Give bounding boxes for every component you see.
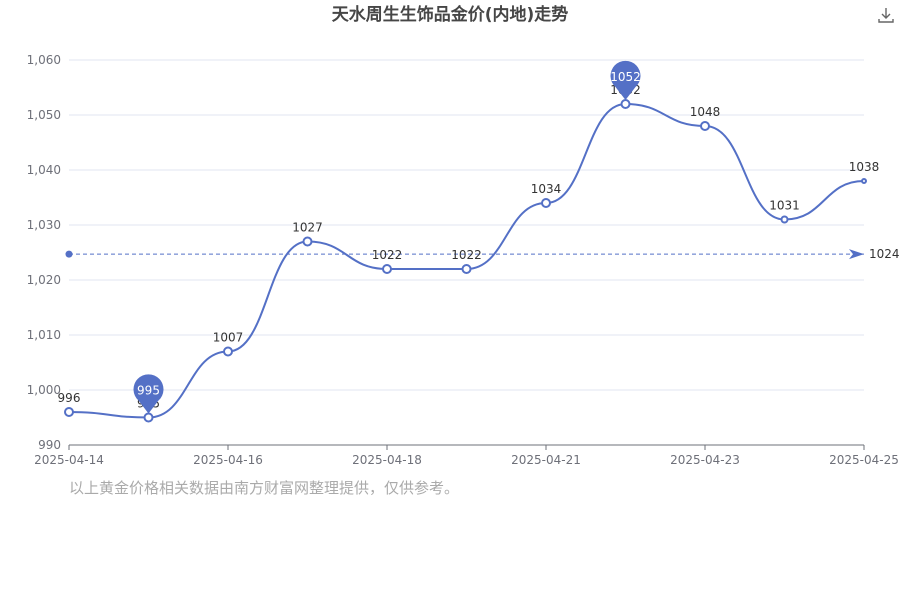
y-tick-label: 1,040 [27,163,61,177]
axes: 990 1,000 1,010 1,020 1,030 1,040 1,050 1,060 20… [27,53,899,467]
footnote: 以上黄金价格相关数据由南方财富网整理提供，仅供参考。 [69,479,459,497]
x-tick-label: 2025-04-18 [352,453,422,467]
y-tick-label: 990 [38,438,61,452]
data-label: 1038 [849,160,880,174]
average-label: 1024 [869,247,900,261]
average-line: 1024 [65,247,900,261]
data-point [541,198,551,208]
data-label: 1022 [372,248,403,262]
data-label: 1022 [451,248,482,262]
data-point [620,99,631,109]
data-point [861,178,867,184]
price-series [64,99,867,423]
download-icon[interactable] [878,8,894,23]
series-line [68,102,865,419]
y-tick-label: 1,020 [27,273,61,287]
y-tick-label: 1,000 [27,383,61,397]
min-marker-label: 995 [137,384,160,398]
x-tick-label: 2025-04-21 [511,453,581,467]
data-point [143,412,154,423]
markers: 1052 995 [133,60,641,414]
x-tick-label: 2025-04-23 [670,453,740,467]
chart-title: 天水周生生饰品金价(内地)走势 [332,4,569,25]
data-point [700,121,710,131]
min-marker [133,374,164,414]
data-point [302,236,313,247]
data-label: 1034 [531,182,562,196]
data-label: 1031 [769,199,800,213]
y-tick-label: 1,010 [27,328,61,342]
x-tick-label: 2025-04-14 [34,453,104,467]
data-point [64,407,74,417]
average-line-start [65,250,73,258]
data-label: 1048 [690,105,721,119]
data-labels: 9969951007102710221022103410521048103110… [58,83,880,411]
grid-lines [69,59,864,391]
y-tick-label: 1,050 [27,108,61,122]
data-point [780,215,789,224]
max-marker [610,60,641,100]
y-tick-label: 1,030 [27,218,61,232]
data-point [223,346,233,357]
y-tick-label: 1,060 [27,53,61,67]
data-label: 1027 [292,221,323,235]
max-marker-label: 1052 [610,70,641,84]
data-label: 1007 [213,331,244,345]
data-point [461,264,472,274]
x-tick-label: 2025-04-25 [829,453,899,467]
data-label: 996 [58,391,81,405]
average-line-arrow [849,249,864,260]
data-point [382,264,392,274]
x-tick-label: 2025-04-16 [193,453,263,467]
